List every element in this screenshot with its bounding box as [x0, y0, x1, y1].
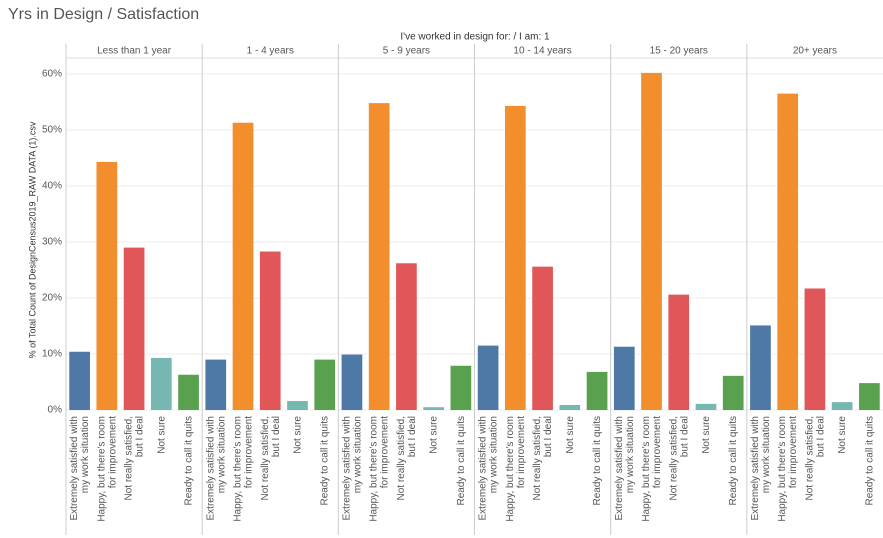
y-tick-label: 0% — [48, 405, 63, 416]
bar — [69, 351, 90, 410]
x-tick-label: Not sure — [428, 416, 439, 454]
x-tick-label: Not really satisfied,but I deal — [259, 416, 281, 500]
x-tick-label: Not sure — [156, 416, 167, 454]
x-tick-label: Not really satisfied,but I deal — [668, 416, 690, 500]
bar — [505, 105, 526, 411]
panel-label: 20+ years — [793, 46, 837, 57]
x-tick-label: Ready to call it quits — [183, 416, 194, 506]
y-axis-label: % of Total Count of DesignCensus2019_RAW… — [27, 121, 37, 358]
x-tick-label: Not really satisfied,but I deal — [804, 416, 826, 500]
y-tick-label: 10% — [42, 349, 62, 360]
x-tick-label: Not sure — [701, 416, 712, 454]
bar — [859, 383, 880, 410]
x-tick-label: Not sure — [564, 416, 575, 454]
panel-label: Less than 1 year — [97, 46, 172, 57]
x-tick-label: Not really satisfied,but I deal — [396, 416, 418, 500]
panel-label: 1 - 4 years — [247, 46, 294, 57]
y-tick-label: 40% — [42, 181, 62, 192]
x-tick-label: Not sure — [292, 416, 303, 454]
bar — [804, 288, 826, 410]
x-tick-label: Extremely satisfied withmy work situatio… — [750, 416, 772, 520]
bar — [831, 402, 853, 410]
x-tick-label: Happy, but there's roomfor improvement — [368, 416, 390, 522]
x-tick-label: Extremely satisfied withmy work situatio… — [477, 416, 499, 520]
x-tick-label: Happy, but there's roomfor improvement — [96, 416, 118, 522]
bar — [96, 161, 118, 410]
bar — [396, 263, 417, 410]
y-tick-label: 20% — [42, 293, 62, 304]
x-tick-label: Not really satisfied,but I deal — [123, 416, 145, 500]
bar — [450, 365, 472, 410]
bar — [477, 345, 499, 410]
bar — [641, 72, 662, 410]
x-tick-label: Ready to call it quits — [592, 416, 603, 506]
x-tick-label: Extremely satisfied withmy work situatio… — [69, 416, 91, 520]
x-tick-label: Happy, but there's roomfor improvement — [777, 416, 799, 522]
chart-title: Yrs in Design / Satisfaction — [8, 6, 199, 23]
x-tick-label: Ready to call it quits — [864, 416, 875, 506]
bar — [668, 294, 690, 410]
bar — [586, 371, 608, 410]
bar — [314, 359, 336, 410]
bar — [722, 375, 744, 410]
x-tick-label: Ready to call it quits — [319, 416, 330, 506]
x-tick-label: Not sure — [837, 416, 848, 454]
y-tick-label: 50% — [42, 125, 62, 136]
bar — [341, 354, 363, 410]
x-tick-label: Extremely satisfied withmy work situatio… — [205, 416, 227, 520]
y-tick-label: 30% — [42, 237, 62, 248]
x-tick-label: Extremely satisfied withmy work situatio… — [613, 416, 635, 520]
x-tick-label: Not really satisfied,but I deal — [532, 416, 554, 500]
x-tick-label: Happy, but there's roomfor improvement — [641, 416, 663, 522]
column-header: I've worked in design for: / I am: 1 — [400, 32, 550, 43]
bar — [532, 266, 553, 410]
bar — [232, 122, 254, 410]
x-tick-label: Ready to call it quits — [728, 416, 739, 506]
bar — [750, 325, 771, 410]
bar — [150, 357, 172, 410]
bar — [205, 359, 227, 410]
x-tick-label: Ready to call it quits — [456, 416, 467, 506]
bar — [123, 247, 145, 410]
bar — [423, 407, 444, 410]
x-tick-label: Happy, but there's roomfor improvement — [504, 416, 526, 522]
panel-label: 5 - 9 years — [383, 46, 430, 57]
x-tick-label: Happy, but there's roomfor improvement — [232, 416, 254, 522]
bar — [695, 403, 717, 410]
bar — [287, 401, 308, 410]
panel-label: 15 - 20 years — [650, 46, 708, 57]
bar — [368, 103, 390, 411]
bar — [777, 93, 799, 410]
panel-label: 10 - 14 years — [513, 46, 571, 57]
bar — [559, 404, 581, 410]
bar — [178, 374, 199, 410]
x-tick-label: Extremely satisfied withmy work situatio… — [341, 416, 363, 520]
bar — [613, 346, 635, 410]
y-tick-label: 60% — [42, 69, 62, 80]
bar — [259, 251, 281, 410]
